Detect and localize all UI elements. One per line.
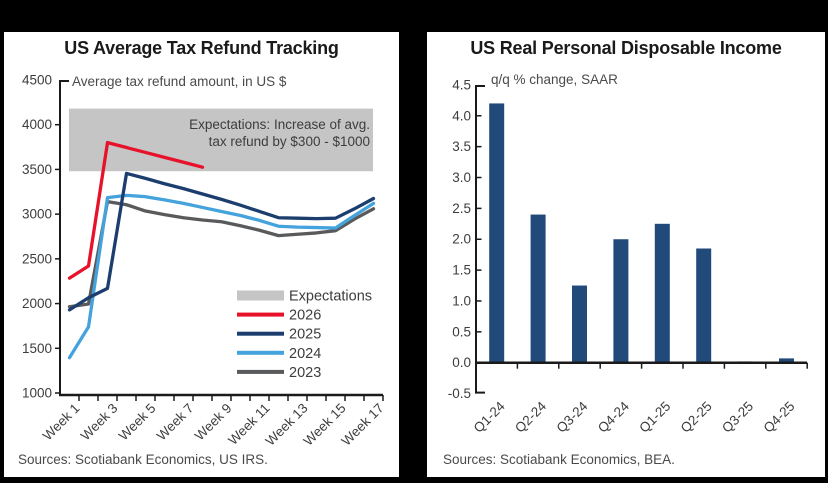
series-line-2024 [67,193,376,360]
legend-label-Expectations: Expectations [289,289,372,305]
legend-label-2024: 2024 [289,346,321,362]
x-axis-tick-label: Q4-24 [595,398,632,435]
y-axis-tick-label: 2.0 [452,232,471,247]
tax-refund-line-chart: Expectations: Increase of avg. tax refund… [22,73,387,449]
legend-label-2023: 2023 [289,365,321,381]
bar-Q2-25 [696,248,712,363]
x-axis-tick-label: Q1-25 [636,399,673,436]
y-axis-tick-label: 2.5 [452,201,471,216]
tax-refund-chart-title: US Average Tax Refund Tracking [64,38,339,58]
expectations-band [69,108,373,172]
x-axis-tick-label: Q3-24 [553,398,590,435]
y-axis-tick-label: 0.0 [452,355,471,370]
y-axis-tick-label: 1.5 [452,263,471,278]
y-axis-tick-label: 0.5 [452,324,471,339]
legend-label-2025: 2025 [289,327,321,343]
tax-refund-chart-source: Sources: Scotiabank Economics, US IRS. [18,452,268,467]
bar-Q2-24 [530,214,546,363]
y-axis-tick-label: 2000 [22,296,52,311]
tax-refund-chart-panel: US Average Tax Refund Tracking Average t… [4,32,399,477]
y-axis-tick-label: -0.5 [448,386,471,401]
tax-refund-chart-subtitle: Average tax refund amount, in US $ [72,74,287,89]
y-axis-tick-label: 1000 [22,386,52,401]
x-axis-tick-label: Q1-24 [471,398,508,435]
x-axis-tick-label: Q2-25 [678,399,715,436]
x-axis-tick-label: Week 3 [78,401,121,444]
y-axis-tick-label: 4.0 [452,108,471,123]
bar-Q1-25 [654,223,670,363]
y-axis-tick-label: 4500 [22,73,52,88]
x-axis-tick-label: Week 7 [154,401,197,444]
y-axis-tick-label: 3500 [22,162,52,177]
disposable-income-chart-source: Sources: Scotiabank Economics, BEA. [443,452,675,467]
expectations-annotation-line1: Expectations: Increase of avg. [189,117,370,132]
y-axis-tick-label: 3000 [22,207,52,222]
bar-Q3-24 [572,285,587,363]
y-axis-tick-label: 1.0 [452,293,471,308]
disposable-income-chart-panel: US Real Personal Disposable Income q/q %… [427,32,825,477]
y-axis-tick-label: 3.0 [452,170,471,185]
legend-label-2026: 2026 [289,308,321,324]
x-axis-tick-label: Week 17 [339,401,387,449]
x-axis-tick-label: Week 5 [116,401,159,444]
disposable-income-chart-title: US Real Personal Disposable Income [470,38,782,58]
y-axis-tick-label: 2500 [22,251,52,266]
expectations-annotation-line2: tax refund by $300 - $1000 [209,134,370,149]
x-axis-tick-label: Q2-24 [512,398,549,435]
y-axis-tick-label: 1500 [22,341,52,356]
y-axis-tick-label: 4.5 [452,77,471,92]
legend-swatch-2026 [237,312,284,317]
bar-Q4-24 [613,239,629,363]
x-axis-tick-label: Q4-25 [760,399,797,436]
legend-swatch-2024 [237,350,284,355]
disposable-income-chart-subtitle: q/q % change, SAAR [491,72,618,87]
x-axis-tick-label: Q3-25 [719,399,756,436]
legend-swatch-Expectations [237,290,284,301]
disposable-income-bar-chart: -0.50.00.51.01.52.02.53.03.54.04.5Q1-24 Q… [448,77,808,436]
series-line-2026 [67,140,205,280]
y-axis-tick-label: 3.5 [452,139,471,154]
legend-swatch-2025 [237,331,284,336]
y-axis-tick-label: 4000 [22,117,52,132]
bar-Q4-25 [779,358,794,363]
x-axis-tick-label: Week 1 [40,401,83,444]
bar-Q1-24 [489,103,505,363]
series-line-2025 [67,171,376,312]
legend-swatch-2023 [237,369,284,374]
